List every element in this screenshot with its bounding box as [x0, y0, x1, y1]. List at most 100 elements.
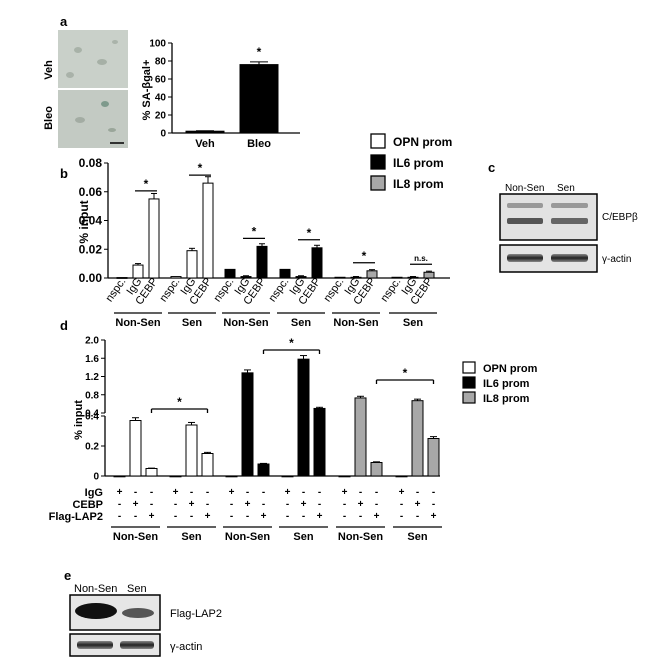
panel-a-ylabel: % SA-βgal+: [141, 60, 153, 121]
panel-d-row-mark: -: [416, 511, 419, 522]
panel-d-bar: [129, 420, 142, 477]
panel-d-bar: [201, 453, 214, 477]
panel-d-bar: [225, 475, 238, 478]
panel-d-row-mark: -: [174, 511, 177, 522]
panel-d-group-label: Non-Sen: [113, 531, 159, 543]
panel-d-bar: [313, 407, 326, 477]
panel-d-row-mark: -: [262, 487, 265, 498]
panel-d-row-mark: -: [118, 499, 121, 510]
panel-d-row-mark: -: [302, 487, 305, 498]
blot-actin-e: [69, 633, 161, 657]
panel-d-row-mark: -: [432, 499, 435, 510]
panel-d-group-label: Sen: [181, 531, 201, 543]
panel-d-row-mark: +: [245, 499, 251, 510]
band-label-actin-c: γ-actin: [602, 254, 631, 265]
panel-d-row-mark: -: [318, 487, 321, 498]
panel-b-legend-label: IL6 prom: [393, 156, 444, 170]
panel-a-ytick-label: 40: [155, 93, 167, 104]
panel-b-legend-swatch: [370, 154, 386, 170]
panel-b-bar: [279, 268, 291, 279]
panel-a-bleo-label: Bleo: [43, 106, 55, 130]
panel-d-row-mark: -: [262, 499, 265, 510]
panel-d-ytick-label: 2.0: [85, 336, 99, 347]
panel-d-row-mark: +: [285, 487, 291, 498]
panel-d-row-mark: -: [359, 511, 362, 522]
panel-b-bar: [186, 250, 198, 279]
panel-b-label: b: [60, 166, 68, 181]
panel-b-legend-label: IL8 prom: [393, 177, 444, 191]
panel-d-row-mark: +: [189, 499, 195, 510]
panel-a-ytick-label: 100: [149, 39, 166, 50]
panel-d-row-mark: -: [286, 499, 289, 510]
panel-d-row-mark: +: [342, 487, 348, 498]
panel-a-bar: [185, 130, 225, 134]
panel-a-xtick-label: Bleo: [247, 138, 271, 150]
panel-b-legend: OPN prom IL6 prom IL8 prom: [370, 133, 452, 191]
panel-d-significance: *: [177, 395, 182, 409]
panel-d-bar: [354, 397, 367, 477]
panel-b-significance: *: [252, 224, 257, 238]
panel-b-legend-swatch: [370, 175, 386, 191]
panel-d-row-mark: +: [301, 499, 307, 510]
panel-a-significance: *: [257, 45, 262, 59]
panel-b-bar: [148, 198, 160, 279]
panel-d-row-mark: -: [246, 511, 249, 522]
panel-d-significance: *: [289, 336, 294, 350]
panel-b-legend-label: OPN prom: [393, 135, 452, 149]
panel-d-ytick-label: 1.6: [85, 354, 99, 365]
panel-d-bar: [411, 400, 424, 477]
panel-d-row-mark: -: [174, 499, 177, 510]
panel-d-row-mark: -: [206, 487, 209, 498]
band-label-cebpb: C/EBPβ: [602, 212, 638, 223]
panel-d-row-label: IgG: [85, 487, 103, 499]
panel-d-row-mark: -: [432, 487, 435, 498]
panel-d-row-mark: -: [359, 487, 362, 498]
panel-d-ytick-label: 0: [93, 472, 99, 483]
panel-e-lane-nonsen: Non-Sen: [74, 583, 117, 595]
panel-d-bar: [241, 372, 254, 477]
panel-d-row-mark: -: [206, 499, 209, 510]
panel-b-significance: n.s.: [414, 254, 428, 263]
panel-d-legend: OPN prom IL6 prom IL8 prom: [462, 361, 538, 405]
panel-d-row-mark: +: [317, 511, 323, 522]
panel-d-bar: [257, 463, 270, 477]
panel-c-lane-sen: Sen: [557, 183, 575, 194]
panel-d-row-mark: +: [415, 499, 421, 510]
panel-b-ytick-label: 0.06: [79, 185, 103, 199]
panel-d-row-mark: -: [246, 487, 249, 498]
panel-d-row-mark: -: [286, 511, 289, 522]
panel-b-ytick-label: 0.02: [79, 242, 103, 256]
panel-d-row-mark: +: [229, 487, 235, 498]
panel-b-significance: *: [307, 226, 312, 240]
panel-e-label: e: [64, 568, 71, 583]
panel-d-chart: % input 00.20.40.40.81.21.62.0+---+---+N…: [49, 336, 442, 543]
panel-a-veh-label: Veh: [43, 60, 55, 80]
panel-d-row-mark: -: [190, 511, 193, 522]
panel-a-ytick-label: 0: [160, 129, 166, 140]
panel-a-label: a: [60, 14, 68, 29]
panel-b-bar: [334, 276, 346, 279]
panel-b-bar: [116, 277, 128, 279]
panel-d-row-mark: -: [400, 511, 403, 522]
panel-d-ylabel: % input: [73, 400, 85, 440]
panel-a-xtick-label: Veh: [195, 138, 215, 150]
panel-d-row-mark: -: [416, 487, 419, 498]
panel-d-bar: [370, 462, 383, 477]
panel-d-row-label: CEBP: [72, 499, 103, 511]
panel-d-bar: [427, 438, 440, 477]
panel-d-legend-swatch: [462, 361, 476, 374]
panel-d-bar: [113, 475, 126, 478]
panel-d-group-label: Non-Sen: [338, 531, 384, 543]
panel-d-bar: [395, 475, 408, 478]
panel-d-row-mark: -: [400, 499, 403, 510]
panel-b-bar: [170, 276, 182, 279]
panel-d-row-mark: -: [375, 487, 378, 498]
panel-d-row-mark: -: [230, 511, 233, 522]
panel-b-bar: [311, 247, 323, 279]
panel-e-lane-sen: Sen: [127, 583, 147, 595]
micrograph-bleo: [58, 90, 128, 148]
panel-d-row-label: Flag-LAP2: [49, 511, 103, 523]
panel-b-significance: *: [198, 161, 203, 175]
panel-b-legend-swatch: [370, 133, 386, 149]
